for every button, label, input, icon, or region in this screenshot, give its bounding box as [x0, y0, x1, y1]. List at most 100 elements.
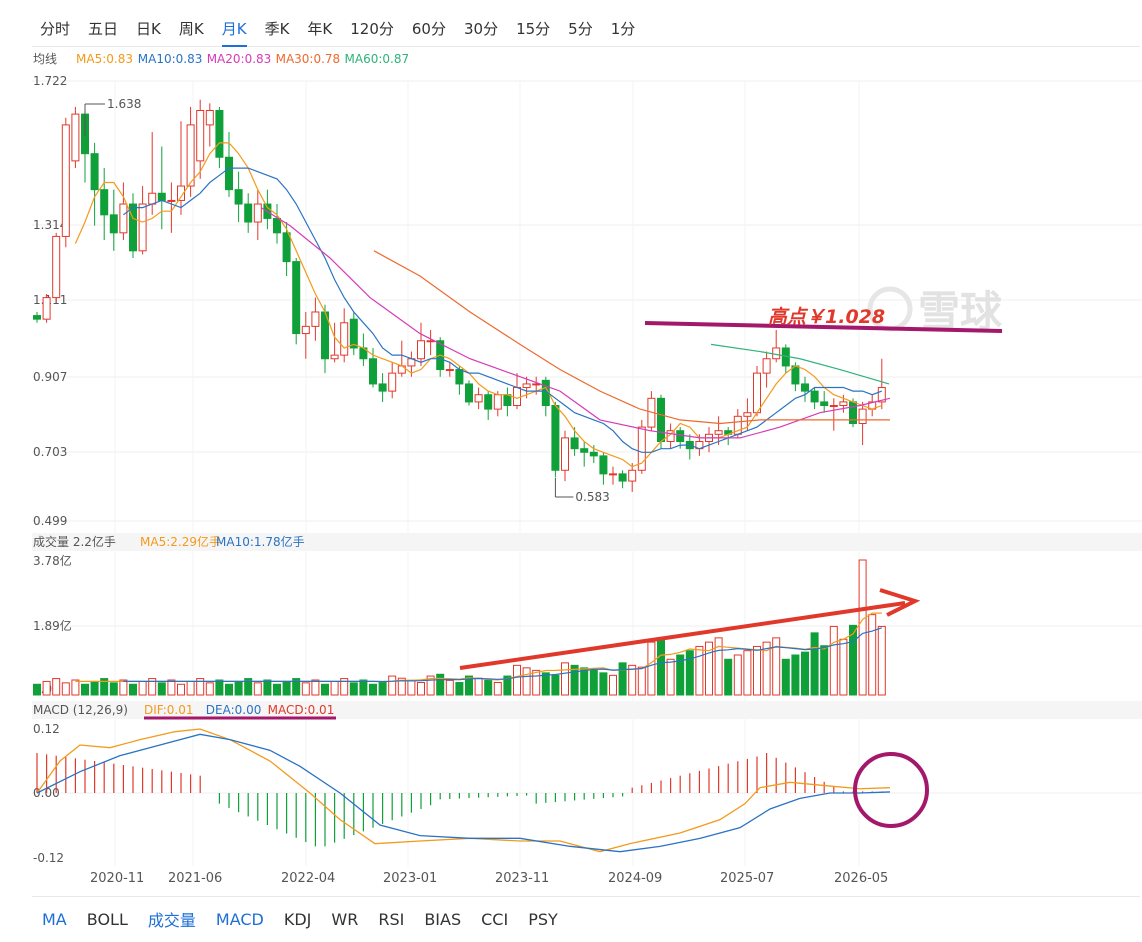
- volume-bar: [378, 682, 387, 696]
- x-tick-label: 2022-04: [281, 871, 335, 886]
- indicator-tab[interactable]: CCI: [481, 909, 509, 929]
- indicator-tab[interactable]: 成交量: [147, 911, 196, 930]
- volume-bar: [839, 638, 848, 696]
- indicator-tabs: MA BOLL 成交量 MACD KDJ WR RSI BIAS CCI PSY: [32, 896, 1140, 941]
- volume-bar: [90, 680, 99, 696]
- period-tab[interactable]: 日K: [136, 19, 161, 38]
- volume-bar: [465, 675, 473, 696]
- candle-body: [637, 426, 646, 471]
- indicator-tab[interactable]: PSY: [528, 909, 558, 929]
- indicator-tab[interactable]: WR: [331, 909, 359, 929]
- volume-bar: [666, 658, 675, 696]
- candle-body: [772, 347, 781, 360]
- x-tick-label: 2020-11: [90, 871, 144, 886]
- legend-item: MA20:0.83: [207, 52, 272, 66]
- volume-bar: [148, 678, 157, 696]
- y-tick-label: 0.499: [33, 514, 67, 528]
- volume-bar: [618, 662, 627, 696]
- volume-bar: [426, 675, 435, 696]
- volume-trend-arrow: [459, 601, 906, 670]
- period-tab[interactable]: 30分: [463, 19, 499, 38]
- legend-item: MACD:0.01: [268, 703, 335, 717]
- volume-bar: [743, 650, 752, 696]
- indicator-tab[interactable]: BOLL: [86, 909, 128, 929]
- legend-label: 均线: [33, 52, 57, 66]
- ma30-line: [373, 250, 890, 425]
- period-tab[interactable]: 120分: [350, 19, 394, 38]
- volume-bar: [138, 680, 147, 696]
- period-tab[interactable]: 季K: [264, 19, 290, 38]
- candle-body: [282, 232, 291, 263]
- volume-bar: [753, 645, 761, 696]
- candle-body: [273, 217, 281, 234]
- candle-body: [676, 430, 685, 442]
- volume-bar: [445, 679, 454, 696]
- candle-body: [666, 430, 675, 442]
- candle-body: [580, 448, 589, 453]
- legend-band: [32, 533, 1142, 551]
- volume-bar: [561, 662, 569, 696]
- volume-bar: [225, 683, 233, 696]
- indicator-tab[interactable]: MA: [42, 909, 67, 929]
- resistance-line: [644, 321, 1003, 333]
- period-tab[interactable]: 月K: [221, 19, 247, 47]
- period-tab[interactable]: 年K: [307, 19, 333, 38]
- indicator-tab[interactable]: KDJ: [283, 909, 312, 929]
- ma60-line: [710, 343, 890, 385]
- legend-item: MA30:0.78: [276, 52, 341, 66]
- volume-bar: [349, 682, 358, 696]
- ma10-line: [123, 167, 883, 453]
- candle-body: [234, 189, 243, 205]
- volume-bar: [762, 641, 771, 696]
- volume-bar: [522, 667, 531, 696]
- period-tab[interactable]: 5分: [568, 19, 593, 38]
- candle-body: [743, 412, 752, 417]
- period-tab[interactable]: 分时: [40, 19, 71, 38]
- min-price-label: 0.583: [575, 490, 609, 504]
- volume-bar: [253, 682, 262, 696]
- period-tab[interactable]: 60分: [411, 19, 446, 38]
- volume-bar: [186, 680, 195, 696]
- candle-body: [561, 437, 569, 471]
- volume-bar: [33, 683, 41, 696]
- volume-trend-arrow-head: [879, 588, 921, 617]
- volume-bar: [388, 675, 397, 696]
- candle-body: [753, 372, 761, 414]
- x-tick-label: 2023-11: [495, 871, 549, 886]
- volume-bar: [282, 680, 291, 696]
- period-tab[interactable]: 五日: [88, 19, 119, 38]
- ma5-line: [74, 142, 883, 468]
- volume-bar: [810, 632, 819, 696]
- candle-body: [311, 311, 320, 327]
- period-tab[interactable]: 15分: [516, 19, 551, 38]
- volume-bar: [829, 625, 838, 696]
- volume-bar: [301, 682, 310, 696]
- candle-body: [522, 383, 531, 389]
- x-tick-label: 2024-09: [608, 871, 662, 886]
- max-price-label: 1.638: [107, 97, 141, 111]
- volume-ma10-line: [123, 627, 882, 683]
- candle-body: [378, 383, 387, 392]
- volume-bar: [417, 682, 425, 696]
- volume-bar: [129, 683, 137, 696]
- candle-body: [301, 325, 310, 335]
- candle-body: [71, 113, 80, 162]
- candle-body: [445, 369, 454, 372]
- volume-bar: [685, 650, 694, 696]
- volume-bar: [234, 680, 243, 696]
- period-tab[interactable]: 1分: [610, 19, 636, 38]
- indicator-tab[interactable]: BIAS: [424, 909, 462, 929]
- volume-bar: [455, 682, 464, 696]
- period-tab[interactable]: 周K: [178, 19, 204, 38]
- volume-bar: [109, 682, 118, 696]
- indicator-tab[interactable]: RSI: [378, 909, 405, 929]
- volume-bar: [157, 682, 166, 696]
- candle-body: [618, 473, 627, 482]
- volume-bar: [244, 678, 253, 696]
- indicator-tab[interactable]: MACD: [215, 909, 264, 929]
- macd-y-tick: 0.12: [33, 722, 60, 736]
- candle-body: [839, 401, 848, 407]
- candle-body: [157, 192, 166, 201]
- y-tick-label: 0.703: [33, 445, 67, 459]
- candle-body: [493, 394, 502, 410]
